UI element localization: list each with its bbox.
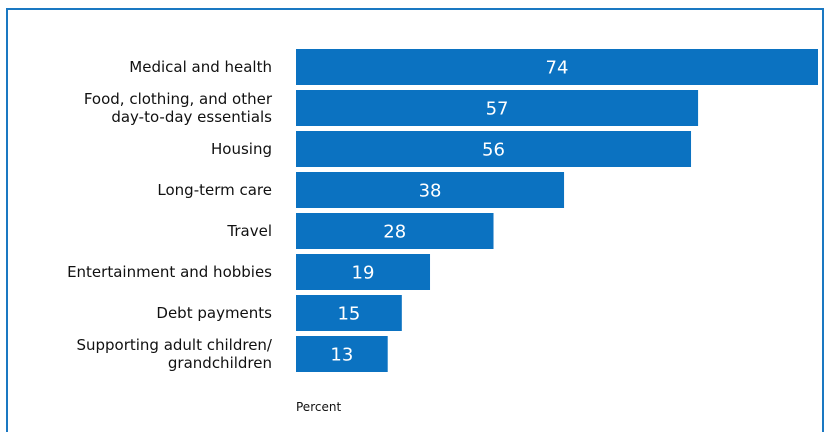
category-label: grandchildren: [168, 354, 272, 372]
bar: [296, 336, 388, 372]
value-labels-group: 74 57 56 38 28 19 15 13: [330, 58, 568, 366]
bar: [296, 172, 565, 208]
bars-group: [296, 49, 818, 372]
bar: [296, 90, 699, 126]
data-label: 74: [546, 58, 569, 79]
category-label: Entertainment and hobbies: [67, 263, 272, 281]
data-label: 19: [352, 263, 375, 284]
category-labels-group: Medical and health Food, clothing, and ot…: [67, 58, 273, 372]
data-label: 15: [337, 304, 360, 325]
data-label: 28: [383, 222, 406, 243]
category-label: Long-term care: [157, 181, 272, 199]
bar: [296, 295, 402, 331]
data-label: 38: [419, 181, 442, 202]
data-label: 57: [486, 99, 509, 120]
data-label: 13: [330, 345, 353, 366]
chart-frame: [6, 8, 824, 432]
category-label: Medical and health: [129, 58, 272, 76]
category-label: day-to-day essentials: [111, 108, 272, 126]
bar: [296, 131, 692, 167]
category-label: Supporting adult children/: [76, 336, 272, 354]
bar: [296, 49, 818, 85]
category-label: Food, clothing, and other: [84, 90, 273, 108]
data-label: 56: [482, 140, 505, 161]
category-label: Debt payments: [156, 304, 272, 322]
x-axis-label: Percent: [296, 400, 341, 414]
category-label: Housing: [211, 140, 272, 158]
bar: [296, 254, 431, 290]
category-label: Travel: [226, 222, 272, 240]
bar: [296, 213, 494, 249]
